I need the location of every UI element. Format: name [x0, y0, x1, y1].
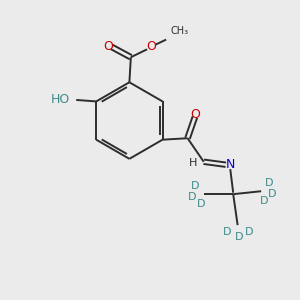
Text: D: D — [244, 226, 253, 237]
Text: HO: HO — [50, 93, 70, 106]
Text: O: O — [190, 108, 200, 121]
Text: N: N — [226, 158, 235, 171]
Text: D: D — [268, 189, 277, 199]
Text: D: D — [223, 226, 232, 237]
Text: H: H — [188, 158, 197, 168]
Text: O: O — [146, 40, 156, 53]
Text: D: D — [260, 196, 268, 206]
Text: CH₃: CH₃ — [170, 26, 188, 36]
Text: O: O — [103, 40, 113, 53]
Text: D: D — [265, 178, 274, 188]
Text: D: D — [188, 192, 197, 202]
Text: D: D — [191, 181, 199, 191]
Text: D: D — [197, 200, 206, 209]
Text: D: D — [235, 232, 243, 242]
